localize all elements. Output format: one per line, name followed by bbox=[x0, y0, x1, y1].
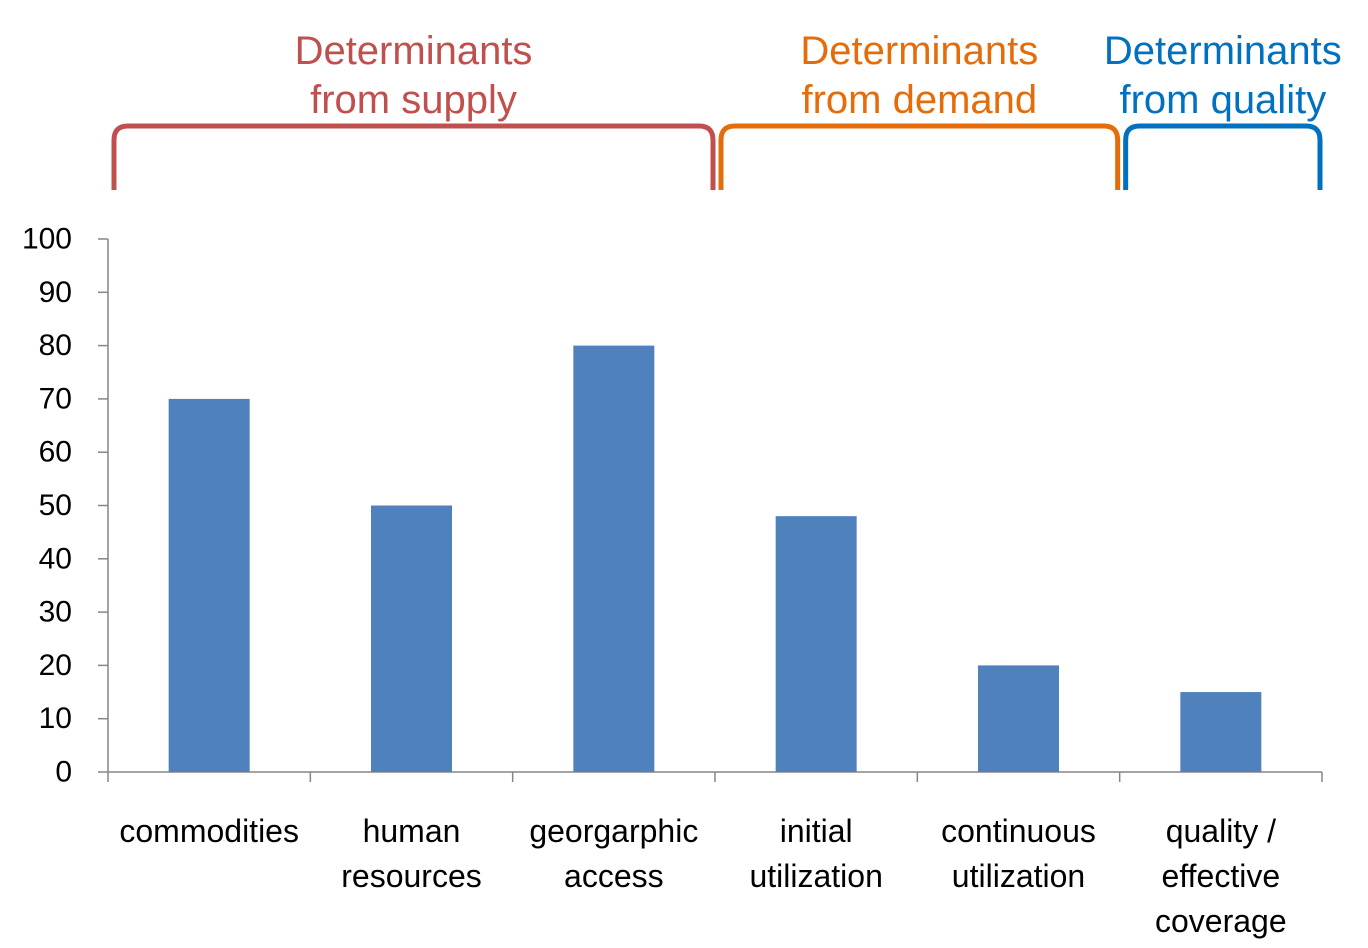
bar bbox=[168, 398, 250, 772]
x-tick-label: utilization bbox=[952, 858, 1085, 894]
group-bracket bbox=[1123, 123, 1323, 190]
group-title: from supply bbox=[310, 78, 517, 122]
x-tick-label: initial bbox=[780, 813, 853, 849]
bars bbox=[168, 345, 1262, 772]
y-tick-label: 30 bbox=[39, 596, 72, 629]
x-tick-label: continuous bbox=[941, 813, 1096, 849]
x-tick-label: effective bbox=[1162, 858, 1281, 894]
group-title: Determinants bbox=[295, 29, 533, 73]
y-tick-label: 70 bbox=[39, 382, 72, 415]
group-title: Determinants bbox=[1104, 29, 1342, 73]
y-tick-label: 90 bbox=[39, 276, 72, 309]
group-bracket bbox=[718, 123, 1121, 190]
axes: 0 10 20 30 40 50 60 70 80 90 100 bbox=[22, 223, 1323, 789]
x-tick-label: human bbox=[363, 813, 461, 849]
bar bbox=[978, 665, 1059, 772]
y-tick-label: 100 bbox=[22, 223, 72, 256]
x-tick-label: coverage bbox=[1155, 903, 1287, 939]
x-tick-label: commodities bbox=[119, 813, 299, 849]
group-title: Determinants bbox=[800, 29, 1038, 73]
determinant-groups: Determinants from supply Determinants from … bbox=[111, 29, 1342, 190]
x-tick-label: utilization bbox=[749, 858, 882, 894]
y-tick-label: 80 bbox=[39, 329, 72, 362]
bar bbox=[573, 345, 655, 772]
y-tick-label: 50 bbox=[39, 489, 72, 522]
x-tick-label: quality / bbox=[1166, 813, 1276, 849]
y-tick-label: 60 bbox=[39, 436, 72, 469]
group-bracket bbox=[111, 123, 716, 190]
bar bbox=[775, 516, 857, 772]
bar bbox=[371, 505, 452, 772]
category-labels: commodities human resources georgarphic acce… bbox=[119, 813, 1286, 939]
bar bbox=[1180, 692, 1262, 772]
y-tick-label: 10 bbox=[39, 702, 72, 735]
y-tick-label: 0 bbox=[55, 756, 72, 789]
y-tick-label: 40 bbox=[39, 542, 72, 575]
x-tick-label: resources bbox=[341, 858, 482, 894]
group-title: from quality bbox=[1119, 78, 1326, 122]
x-tick-label: access bbox=[564, 858, 664, 894]
x-tick-label: georgarphic bbox=[529, 813, 698, 849]
group-title: from demand bbox=[801, 78, 1037, 122]
y-tick-label: 20 bbox=[39, 649, 72, 682]
